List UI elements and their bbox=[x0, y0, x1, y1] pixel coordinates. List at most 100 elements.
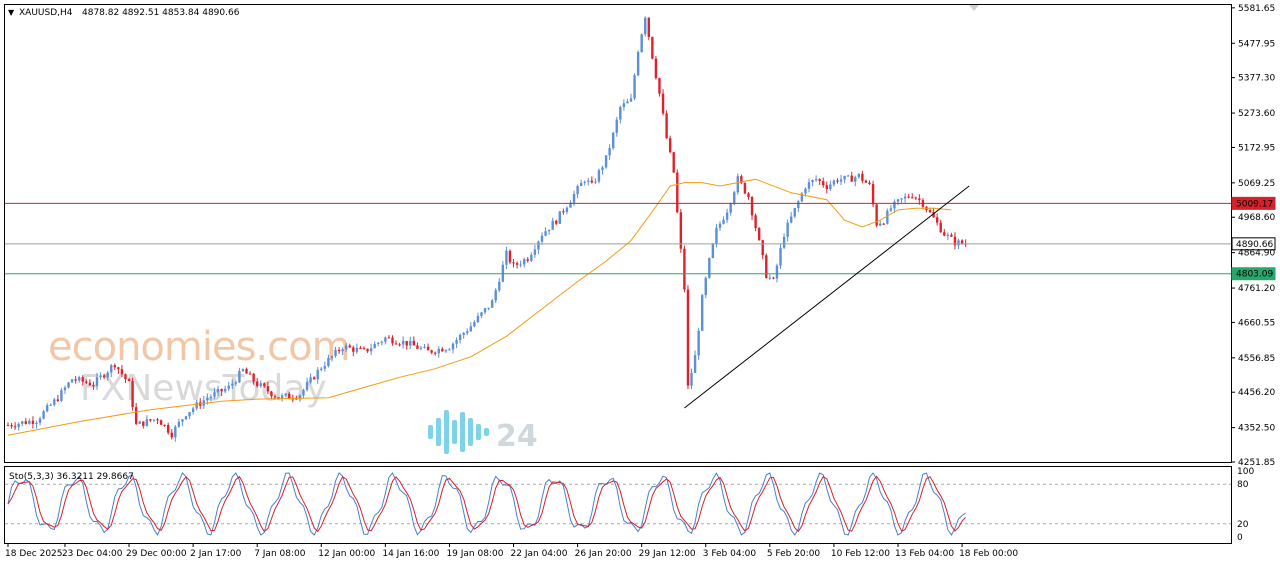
price-tick-label: 5477.95 bbox=[1238, 39, 1275, 49]
candle-bull bbox=[775, 265, 779, 279]
candle-bull bbox=[138, 421, 141, 424]
candle-bull bbox=[533, 249, 537, 255]
candle-bear bbox=[928, 210, 932, 213]
candle-bull bbox=[216, 388, 220, 393]
resistance-price-tag bbox=[1231, 196, 1276, 210]
candle-bull bbox=[572, 194, 576, 203]
time-tick-label: 10 Feb 12:00 bbox=[831, 549, 890, 559]
collapse-triangle-icon[interactable]: ▼ bbox=[8, 8, 15, 17]
candle-bull bbox=[644, 17, 647, 35]
candle-bear bbox=[555, 220, 558, 224]
candle-bear bbox=[661, 93, 665, 114]
time-tick-label: 26 Jan 20:00 bbox=[575, 549, 632, 559]
candle-bull bbox=[736, 176, 739, 193]
candle-bull bbox=[476, 315, 480, 323]
candle-bear bbox=[939, 222, 942, 233]
candle-bear bbox=[416, 345, 419, 349]
candle-bear bbox=[651, 36, 654, 59]
candle-bull bbox=[298, 395, 302, 399]
candle-bull bbox=[223, 388, 227, 392]
candle-bull bbox=[209, 396, 213, 399]
candle-bear bbox=[434, 352, 437, 354]
candle-bull bbox=[900, 198, 903, 200]
time-tick-label: 29 Dec 00:00 bbox=[126, 549, 187, 559]
candle-bull bbox=[540, 235, 544, 242]
candle-bull bbox=[551, 220, 554, 230]
candle-bear bbox=[352, 347, 355, 352]
current-price-label: 4890.66 bbox=[1236, 240, 1273, 250]
candle-bull bbox=[537, 241, 540, 250]
candle-bull bbox=[455, 339, 458, 344]
oscillator-panel-frame bbox=[4, 466, 1232, 544]
support-price-label: 4803.09 bbox=[1236, 270, 1273, 280]
candle-bear bbox=[850, 175, 853, 182]
candle-bear bbox=[868, 182, 871, 184]
candle-bear bbox=[882, 223, 885, 225]
candle-bull bbox=[106, 372, 109, 378]
price-tick-label: 4864.90 bbox=[1238, 249, 1275, 259]
time-tick-label: 22 Jan 04:00 bbox=[511, 549, 568, 559]
candle-bear bbox=[950, 234, 953, 237]
candle-bull bbox=[35, 422, 38, 424]
candle-bear bbox=[124, 374, 127, 380]
time-tick-label: 23 Dec 04:00 bbox=[62, 549, 123, 559]
candle-bull bbox=[608, 148, 611, 156]
watermark-economies: economies.com bbox=[48, 324, 350, 370]
candle-bull bbox=[896, 199, 900, 202]
scroll-marker-icon[interactable] bbox=[969, 5, 979, 11]
symbol-label: XAUUSD,H4 bbox=[19, 8, 73, 18]
candle-bear bbox=[13, 426, 17, 428]
candle-bull bbox=[473, 322, 476, 327]
candle-bull bbox=[63, 387, 67, 391]
candle-bull bbox=[604, 155, 608, 168]
candle-bear bbox=[686, 289, 690, 386]
candle-bear bbox=[120, 369, 124, 375]
candle-bull bbox=[458, 334, 462, 340]
candle-bull bbox=[565, 207, 569, 212]
candle-bull bbox=[38, 418, 42, 423]
oscillator-scale-label: 80 bbox=[1237, 480, 1249, 490]
candle-bull bbox=[302, 389, 305, 396]
candle-bear bbox=[359, 348, 362, 350]
candle-bull bbox=[490, 300, 494, 308]
ohlc-values: 4878.82 4892.51 4853.84 4890.66 bbox=[82, 8, 240, 18]
candle-bear bbox=[761, 240, 764, 256]
candle-bull bbox=[523, 259, 526, 265]
candle-bull bbox=[903, 196, 907, 199]
time-tick-label: 7 Jan 08:00 bbox=[254, 549, 306, 559]
price-tick-label: 4761.20 bbox=[1238, 284, 1275, 294]
candle-bull bbox=[729, 203, 732, 213]
candle-bear bbox=[953, 236, 957, 246]
candle-bull bbox=[316, 369, 319, 380]
candle-bull bbox=[804, 188, 807, 194]
candle-bull bbox=[601, 167, 604, 171]
candle-bull bbox=[384, 337, 387, 342]
candle-bull bbox=[889, 208, 893, 211]
candle-bear bbox=[412, 340, 416, 346]
candle-bull bbox=[886, 210, 889, 224]
candle-bear bbox=[825, 185, 828, 190]
candle-bull bbox=[49, 404, 52, 406]
candle-bear bbox=[864, 180, 868, 183]
candle-bull bbox=[327, 357, 330, 367]
candle-bear bbox=[665, 113, 668, 139]
candle-bear bbox=[348, 345, 351, 348]
candle-bull bbox=[957, 240, 960, 246]
price-axis: 5581.65 5477.95 5377.30 5273.60 5172.95 5069.… bbox=[1231, 4, 1275, 468]
candle-bear bbox=[74, 379, 77, 381]
candle-bull bbox=[640, 34, 643, 53]
candle-bull bbox=[377, 342, 380, 344]
candle-bull bbox=[99, 375, 102, 378]
candle-bull bbox=[807, 182, 811, 189]
candle-bear bbox=[508, 250, 512, 263]
candle-bull bbox=[597, 170, 601, 182]
candle-bear bbox=[245, 369, 248, 374]
candle-bear bbox=[743, 182, 747, 194]
candle-bear bbox=[765, 255, 768, 279]
candle-bull bbox=[569, 202, 572, 208]
watermark-logo-24: 24 bbox=[428, 410, 538, 454]
candle-bear bbox=[266, 386, 270, 392]
price-tick-label: 5273.60 bbox=[1238, 109, 1275, 119]
candle-bear bbox=[943, 232, 946, 236]
candle-bear bbox=[102, 375, 106, 378]
